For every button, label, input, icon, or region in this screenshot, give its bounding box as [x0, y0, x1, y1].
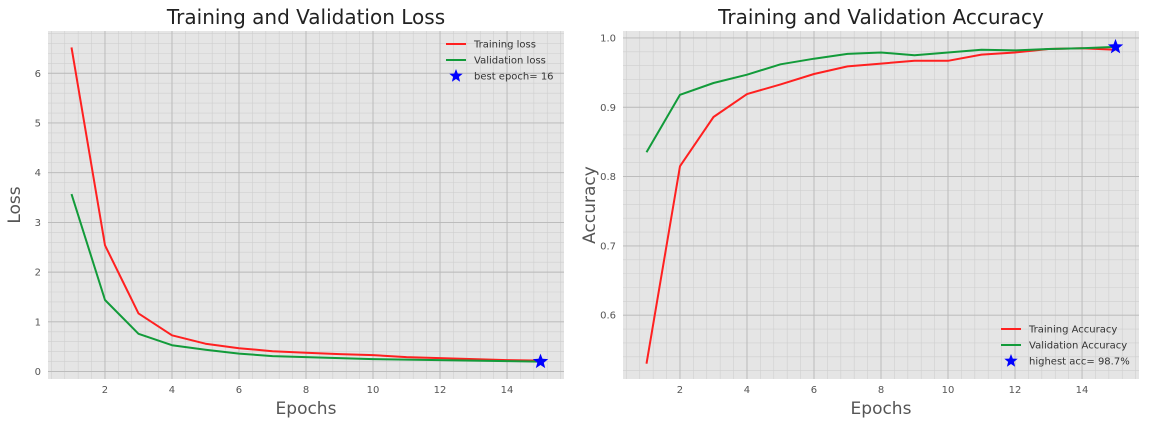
- y-tick-label: 0.7: [600, 241, 616, 252]
- y-axis-label: Loss: [5, 186, 25, 223]
- x-tick-label: 8: [878, 385, 884, 396]
- legend-label: Validation Accuracy: [1029, 341, 1127, 352]
- x-tick-label: 4: [744, 385, 750, 396]
- legend-label: highest acc= 98.7%: [1029, 357, 1130, 368]
- x-axis-label: Epochs: [851, 399, 912, 419]
- best-point-star-marker: [1107, 38, 1124, 54]
- x-tick-label: 2: [677, 385, 683, 396]
- y-tick-label: 1.0: [600, 33, 616, 44]
- y-tick-label: 5: [35, 118, 41, 129]
- y-tick-label: 1: [35, 317, 41, 328]
- y-tick-label: 0: [35, 367, 41, 378]
- x-tick-label: 14: [1076, 385, 1089, 396]
- series-line-training-loss: [70, 47, 541, 362]
- y-tick-label: 4: [35, 168, 41, 179]
- x-tick-label: 12: [434, 385, 447, 396]
- x-tick-label: 12: [1009, 385, 1022, 396]
- x-tick-label: 4: [169, 385, 175, 396]
- x-tick-label: 14: [501, 385, 514, 396]
- x-tick-label: 2: [102, 385, 108, 396]
- legend: Training loss Validation loss best epoch= …: [446, 40, 554, 83]
- legend-label: Training loss: [473, 40, 536, 51]
- legend-label: best epoch= 16: [474, 72, 554, 83]
- grid: [623, 31, 1139, 379]
- y-axis-label: Accuracy: [580, 166, 600, 244]
- accuracy-chart: 2 4 6 8 10 12 14 0.6 0.7 0.8 0.9 1.0 Training and Va…: [580, 5, 1139, 419]
- x-tick-label: 6: [236, 385, 242, 396]
- legend-label: Training Accuracy: [1028, 325, 1117, 336]
- x-tick-label: 6: [811, 385, 817, 396]
- x-tick-label: 10: [367, 385, 380, 396]
- y-tick-label: 3: [35, 218, 41, 229]
- legend-label: Validation loss: [474, 56, 546, 67]
- y-tick-label: 6: [35, 69, 41, 80]
- x-tick-label: 8: [303, 385, 309, 396]
- x-tick-label: 10: [942, 385, 955, 396]
- y-tick-label: 0.6: [600, 311, 616, 322]
- chart-title: Training and Validation Accuracy: [717, 5, 1044, 29]
- legend-star-icon: [449, 69, 463, 82]
- x-axis-label: Epochs: [276, 399, 337, 419]
- chart-title: Training and Validation Loss: [166, 5, 445, 29]
- legend-star-icon: [1004, 354, 1018, 367]
- y-tick-label: 0.8: [600, 172, 616, 183]
- best-point-star-marker: [532, 353, 549, 369]
- y-tick-label: 0.9: [600, 103, 616, 114]
- series-line-validation-accuracy: [645, 45, 1116, 153]
- legend: Training Accuracy Validation Accuracy high…: [1001, 325, 1130, 368]
- series-line-validation-loss: [70, 193, 541, 363]
- y-tick-label: 2: [35, 268, 41, 279]
